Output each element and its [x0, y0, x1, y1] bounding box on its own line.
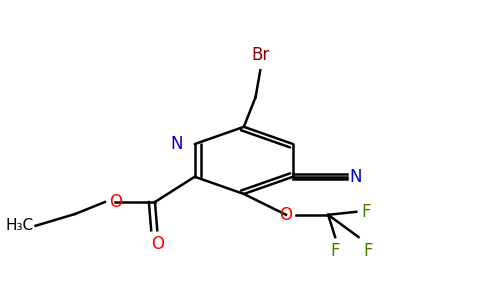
Text: N: N	[349, 168, 362, 186]
Text: F: F	[361, 203, 370, 221]
Text: N: N	[170, 135, 183, 153]
Text: Br: Br	[251, 46, 270, 64]
Text: F: F	[363, 242, 373, 260]
Text: F: F	[331, 242, 340, 260]
Text: O: O	[108, 193, 121, 211]
Text: H₃C: H₃C	[5, 218, 33, 233]
Text: O: O	[151, 235, 164, 253]
Text: O: O	[279, 206, 292, 224]
